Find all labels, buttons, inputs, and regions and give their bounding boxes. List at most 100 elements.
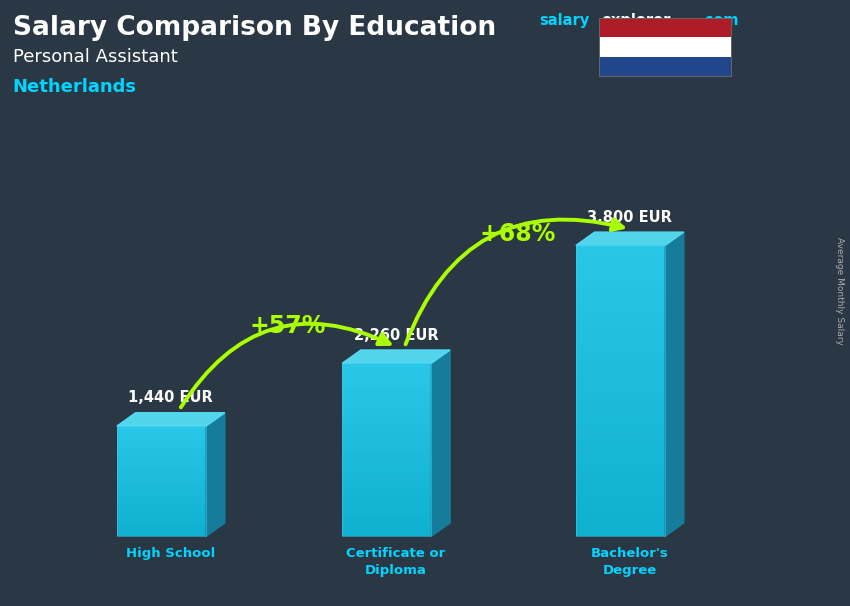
Bar bbox=[576, 529, 665, 536]
Bar bbox=[576, 253, 665, 260]
Text: Salary Comparison By Education: Salary Comparison By Education bbox=[13, 15, 496, 41]
Bar bbox=[342, 532, 431, 536]
Bar bbox=[576, 340, 665, 347]
Bar bbox=[342, 506, 431, 510]
Bar bbox=[116, 495, 206, 498]
Bar bbox=[576, 318, 665, 325]
Bar bbox=[116, 435, 206, 437]
Bar bbox=[576, 384, 665, 391]
Bar bbox=[342, 441, 431, 445]
Bar bbox=[599, 38, 731, 56]
Bar bbox=[342, 467, 431, 471]
Text: .com: .com bbox=[700, 13, 739, 28]
Bar bbox=[116, 517, 206, 520]
Bar bbox=[342, 419, 431, 424]
Bar bbox=[576, 362, 665, 369]
Bar bbox=[576, 260, 665, 267]
Bar bbox=[116, 490, 206, 492]
Bar bbox=[576, 333, 665, 340]
Bar bbox=[342, 364, 431, 536]
Bar bbox=[576, 442, 665, 449]
Text: Personal Assistant: Personal Assistant bbox=[13, 48, 178, 67]
Bar bbox=[342, 471, 431, 476]
Bar bbox=[342, 385, 431, 389]
Bar bbox=[576, 464, 665, 471]
Bar bbox=[116, 533, 206, 536]
Bar bbox=[599, 18, 731, 76]
Bar bbox=[342, 463, 431, 467]
Bar bbox=[576, 289, 665, 296]
Bar bbox=[116, 465, 206, 467]
Bar bbox=[342, 498, 431, 502]
Bar bbox=[116, 528, 206, 531]
Text: Netherlands: Netherlands bbox=[13, 78, 137, 96]
Bar bbox=[116, 509, 206, 511]
Bar bbox=[576, 456, 665, 464]
Bar bbox=[342, 476, 431, 480]
Polygon shape bbox=[116, 413, 224, 426]
Text: +57%: +57% bbox=[250, 313, 326, 338]
Bar bbox=[576, 369, 665, 376]
Bar bbox=[116, 429, 206, 431]
Bar bbox=[576, 355, 665, 362]
Bar bbox=[116, 467, 206, 470]
Bar bbox=[116, 479, 206, 481]
Bar bbox=[116, 431, 206, 435]
Bar bbox=[116, 459, 206, 462]
Bar bbox=[116, 506, 206, 509]
Text: Bachelor's
Degree: Bachelor's Degree bbox=[591, 547, 669, 578]
Bar bbox=[116, 476, 206, 479]
Bar bbox=[116, 442, 206, 445]
Bar bbox=[342, 364, 431, 368]
Text: 2,260 EUR: 2,260 EUR bbox=[354, 328, 439, 343]
Bar bbox=[116, 481, 206, 484]
Bar bbox=[576, 420, 665, 427]
Bar bbox=[599, 18, 731, 38]
Bar bbox=[342, 514, 431, 519]
Bar bbox=[342, 433, 431, 437]
Bar bbox=[116, 462, 206, 465]
Bar bbox=[116, 498, 206, 501]
Bar bbox=[342, 445, 431, 450]
Bar bbox=[576, 296, 665, 304]
Bar bbox=[576, 325, 665, 333]
Bar bbox=[116, 451, 206, 454]
Bar bbox=[576, 304, 665, 311]
Text: +68%: +68% bbox=[479, 222, 555, 246]
Bar bbox=[576, 522, 665, 529]
Polygon shape bbox=[342, 350, 450, 364]
Bar bbox=[342, 372, 431, 376]
Bar bbox=[116, 437, 206, 440]
Bar bbox=[342, 502, 431, 506]
Bar bbox=[576, 507, 665, 514]
Bar bbox=[342, 510, 431, 514]
Bar bbox=[116, 426, 206, 429]
Bar bbox=[342, 402, 431, 407]
Bar bbox=[116, 514, 206, 517]
Bar bbox=[342, 428, 431, 433]
Bar bbox=[342, 376, 431, 381]
Bar bbox=[342, 459, 431, 463]
Bar bbox=[342, 415, 431, 419]
Bar bbox=[116, 470, 206, 473]
Text: 1,440 EUR: 1,440 EUR bbox=[128, 390, 213, 405]
Bar bbox=[116, 454, 206, 456]
Bar bbox=[116, 531, 206, 533]
Text: explorer: explorer bbox=[601, 13, 671, 28]
Text: Certificate or
Diploma: Certificate or Diploma bbox=[347, 547, 445, 578]
Bar bbox=[116, 426, 206, 536]
Bar bbox=[116, 525, 206, 528]
Bar bbox=[576, 347, 665, 355]
Bar bbox=[576, 471, 665, 478]
Polygon shape bbox=[206, 413, 224, 536]
Bar bbox=[116, 503, 206, 506]
Bar bbox=[116, 440, 206, 442]
Bar bbox=[342, 393, 431, 398]
Polygon shape bbox=[665, 232, 683, 536]
Bar bbox=[576, 449, 665, 456]
Bar bbox=[576, 267, 665, 275]
Bar bbox=[576, 493, 665, 500]
Bar bbox=[116, 445, 206, 448]
Bar bbox=[576, 282, 665, 289]
Bar bbox=[576, 245, 665, 253]
